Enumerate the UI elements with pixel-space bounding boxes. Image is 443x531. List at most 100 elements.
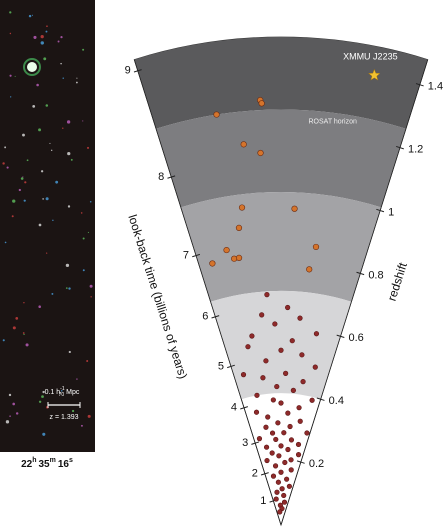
t-tick-label: 1 bbox=[260, 495, 266, 507]
star bbox=[9, 11, 12, 14]
galaxy bbox=[285, 410, 291, 416]
z-tick-label: 1 bbox=[388, 206, 394, 218]
right-axis-label: redshift bbox=[385, 260, 410, 302]
star bbox=[67, 152, 71, 156]
star bbox=[82, 48, 85, 51]
star bbox=[87, 231, 89, 233]
galaxy bbox=[285, 304, 291, 311]
galaxy bbox=[270, 473, 277, 479]
galaxy bbox=[275, 479, 281, 485]
star bbox=[15, 412, 19, 415]
star bbox=[9, 32, 12, 35]
star bbox=[22, 176, 24, 178]
bright-star bbox=[27, 62, 37, 72]
star bbox=[2, 339, 5, 342]
z-tick bbox=[396, 145, 404, 150]
scale-unit: Mpc bbox=[66, 389, 80, 396]
ra-seconds: 16 bbox=[58, 459, 70, 470]
galaxy bbox=[238, 204, 246, 211]
galaxy bbox=[264, 292, 270, 298]
t-tick bbox=[167, 175, 176, 179]
star bbox=[49, 142, 51, 144]
star bbox=[38, 223, 42, 227]
star bbox=[26, 159, 29, 162]
star bbox=[42, 432, 46, 436]
star bbox=[55, 180, 59, 184]
ra-unit: m bbox=[50, 457, 56, 464]
galaxy bbox=[274, 383, 280, 390]
t-tick-label: 3 bbox=[242, 437, 248, 449]
star bbox=[8, 393, 12, 397]
z-tick-label: 0.4 bbox=[329, 395, 344, 407]
galaxy bbox=[253, 409, 260, 415]
t-tick-label: 9 bbox=[125, 65, 131, 77]
galaxy bbox=[240, 372, 247, 378]
cluster-label: XMMU J2235 bbox=[343, 52, 398, 62]
star bbox=[36, 83, 39, 87]
star bbox=[12, 199, 16, 203]
galaxy bbox=[312, 364, 318, 370]
star bbox=[62, 77, 64, 79]
t-tick bbox=[192, 253, 201, 258]
cone: ROSAT horizon 0.2 0.4 0.6 0.8 1 1.2 1.4 1 2 3 4 5 6 7 8… bbox=[125, 36, 443, 527]
galaxy bbox=[295, 441, 302, 448]
left-axis-label: look-back time (billions of years) bbox=[125, 213, 190, 381]
star bbox=[60, 390, 63, 392]
galaxy bbox=[296, 405, 302, 411]
star bbox=[68, 350, 71, 354]
star bbox=[51, 292, 54, 295]
z-tick-label: 0.8 bbox=[368, 269, 383, 281]
star bbox=[4, 146, 7, 149]
ra-hours: 22 bbox=[21, 459, 33, 470]
star bbox=[89, 284, 93, 288]
galaxy bbox=[299, 352, 305, 358]
galaxy bbox=[260, 375, 266, 381]
galaxy bbox=[254, 392, 260, 398]
star bbox=[60, 36, 63, 39]
galaxy bbox=[278, 443, 284, 449]
galaxy bbox=[245, 344, 251, 350]
galaxy bbox=[257, 149, 264, 157]
star bbox=[11, 215, 14, 218]
star bbox=[38, 400, 42, 403]
star bbox=[28, 14, 32, 18]
cone-edge bbox=[280, 59, 429, 526]
star bbox=[38, 305, 41, 308]
star bbox=[51, 149, 53, 152]
scale-bar-label: 0.1 h-1 70 Mpc bbox=[45, 386, 80, 398]
star bbox=[41, 395, 44, 398]
galaxy bbox=[263, 444, 270, 450]
star bbox=[31, 14, 33, 16]
cone-edge bbox=[133, 59, 282, 526]
star bbox=[5, 420, 10, 424]
star bbox=[76, 378, 78, 380]
redshift-band bbox=[180, 191, 382, 302]
sky-image bbox=[0, 0, 95, 452]
galaxy bbox=[235, 224, 243, 232]
star bbox=[20, 177, 24, 180]
galaxy bbox=[285, 446, 291, 453]
star bbox=[9, 415, 11, 417]
galaxy bbox=[269, 430, 276, 436]
star bbox=[45, 104, 49, 107]
galaxy bbox=[313, 331, 320, 337]
galaxy bbox=[283, 370, 289, 376]
star bbox=[89, 200, 92, 203]
galaxy bbox=[269, 450, 275, 456]
band-label: ROSAT horizon bbox=[309, 119, 357, 126]
t-tick bbox=[211, 315, 220, 319]
star bbox=[76, 77, 78, 79]
star bbox=[24, 181, 27, 184]
galaxy bbox=[264, 457, 270, 464]
galaxy bbox=[312, 243, 320, 251]
star bbox=[6, 166, 9, 169]
galaxy bbox=[278, 400, 284, 406]
ra-unit: s bbox=[69, 457, 73, 464]
galaxy bbox=[300, 379, 306, 385]
star bbox=[33, 35, 37, 39]
z-tick bbox=[356, 271, 365, 276]
star bbox=[32, 104, 36, 108]
star bbox=[57, 40, 60, 43]
galaxy bbox=[297, 315, 303, 321]
redshift-band bbox=[210, 290, 352, 400]
